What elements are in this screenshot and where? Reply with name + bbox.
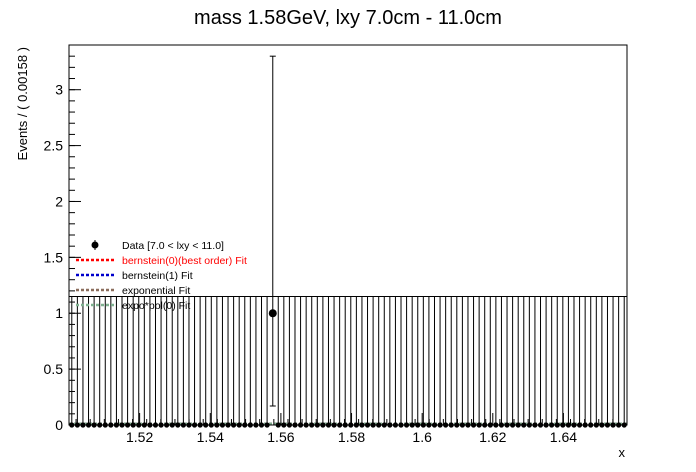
legend-entry: bernstein(0)(best order) Fit xyxy=(122,255,247,267)
y-tick-label: 3 xyxy=(55,82,63,98)
plot-frame xyxy=(68,44,628,426)
legend-entry: expo*pol(0) Fit xyxy=(122,300,190,312)
x-tick-label: 1.6 xyxy=(412,429,432,445)
y-tick-label: 1.5 xyxy=(44,249,64,265)
axes: 00.511.522.531.52 1.54 1.56 1.58 1.6 1.62 1.64 xyxy=(44,44,628,445)
x-axis-title: x xyxy=(619,445,626,460)
data-points-layer xyxy=(69,309,627,428)
y-tick-label: 1 xyxy=(55,305,63,321)
y-tick-label: 0 xyxy=(55,417,63,433)
y-tick-label: 0.5 xyxy=(44,361,64,377)
x-tick-label: 1.54 xyxy=(197,429,224,445)
legend-entry: Data [7.0 < lxy < 11.0] xyxy=(122,240,224,252)
y-axis-title: Events / ( 0.00158 ) xyxy=(15,47,30,160)
y-tick-label: 2 xyxy=(55,193,63,209)
data-point xyxy=(268,309,277,318)
x-tick-label: 1.62 xyxy=(479,429,506,445)
legend-entry: bernstein(1) Fit xyxy=(122,270,193,282)
chart-title: mass 1.58GeV, lxy 7.0cm - 11.0cm xyxy=(194,7,502,29)
legend: Data [7.0 < lxy < 11.0] bernstein(0)(best… xyxy=(76,240,247,312)
y-tick-label: 2.5 xyxy=(44,138,64,154)
x-tick-label: 1.58 xyxy=(338,429,365,445)
x-tick-label: 1.64 xyxy=(550,429,577,445)
x-tick-label: 1.52 xyxy=(126,429,153,445)
x-tick-label: 1.56 xyxy=(267,429,294,445)
legend-entry: exponential Fit xyxy=(122,285,190,297)
